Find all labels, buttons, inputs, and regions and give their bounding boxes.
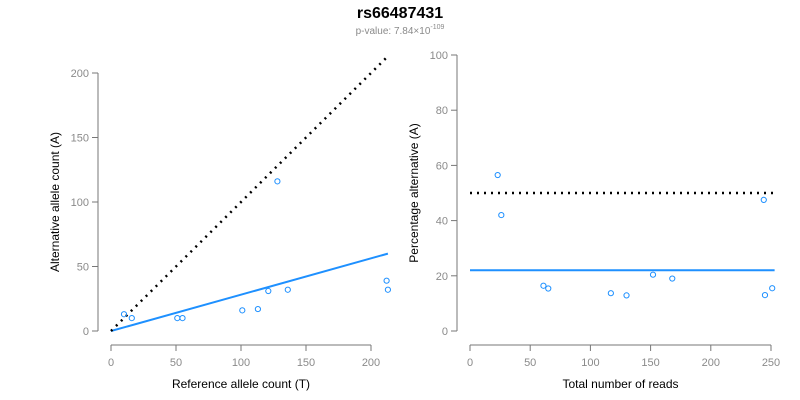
data-point <box>254 305 261 313</box>
data-point <box>760 196 767 203</box>
chart-subtitle: p-value: 7.84×10-109 <box>356 24 445 37</box>
data-point <box>540 282 547 289</box>
x-tick-label: 50 <box>170 357 182 369</box>
x-tick-label: 150 <box>297 357 315 369</box>
x-axis-label: Total number of reads <box>562 377 678 391</box>
panel-1: 0 50 100 150 200 0 50 100 150 200 Reference allele… <box>48 56 391 391</box>
y-tick-label: 60 <box>436 160 448 172</box>
data-point <box>649 271 657 278</box>
data-point <box>284 286 291 293</box>
data-point <box>545 285 552 292</box>
y-tick-label: 80 <box>436 105 448 117</box>
data-point <box>239 307 246 314</box>
data-point <box>769 285 776 292</box>
data-point <box>265 287 272 295</box>
y-axis-label: Percentage alternative (A) <box>407 123 421 262</box>
x-tick-label: 200 <box>702 357 720 369</box>
x-tick-label: 200 <box>362 357 380 369</box>
y-tick-label: 40 <box>436 216 448 228</box>
y-tick-label: 0 <box>83 326 89 338</box>
x-tick-label: 100 <box>232 357 250 369</box>
data-point <box>120 311 128 318</box>
data-point <box>174 315 181 322</box>
data-point <box>128 315 135 322</box>
data-point <box>274 178 281 185</box>
y-tick-label: 20 <box>436 271 448 283</box>
x-tick-label: 100 <box>581 357 599 369</box>
x-tick-label: 0 <box>467 357 473 369</box>
fitted-line <box>110 252 389 332</box>
y-axis-label: Alternative allele count (A) <box>48 132 62 272</box>
data-point <box>623 292 630 299</box>
data-point <box>179 315 186 322</box>
x-tick-label: 0 <box>108 357 114 369</box>
data-point <box>384 286 391 293</box>
y-tick-label: 150 <box>71 133 89 145</box>
y-tick-label: 0 <box>442 326 448 338</box>
data-point <box>761 292 769 299</box>
expected-line <box>110 56 388 332</box>
y-tick-label: 200 <box>71 68 89 80</box>
x-axis-label: Reference allele count (T) <box>172 377 310 391</box>
panel-2: 0 20 40 60 80 100 0 50 100 150 200 250 Total number … <box>407 50 780 391</box>
y-tick-label: 100 <box>430 50 448 62</box>
y-tick-label: 100 <box>71 197 89 209</box>
data-point <box>607 290 614 297</box>
data-point <box>498 211 505 219</box>
x-tick-label: 150 <box>641 357 659 369</box>
y-tick-label: 50 <box>77 262 89 274</box>
chart-title: rs66487431 <box>357 5 443 22</box>
data-point <box>494 171 501 179</box>
x-tick-label: 250 <box>762 357 780 369</box>
data-point <box>669 275 676 282</box>
data-point <box>383 277 390 284</box>
x-tick-label: 50 <box>524 357 536 369</box>
